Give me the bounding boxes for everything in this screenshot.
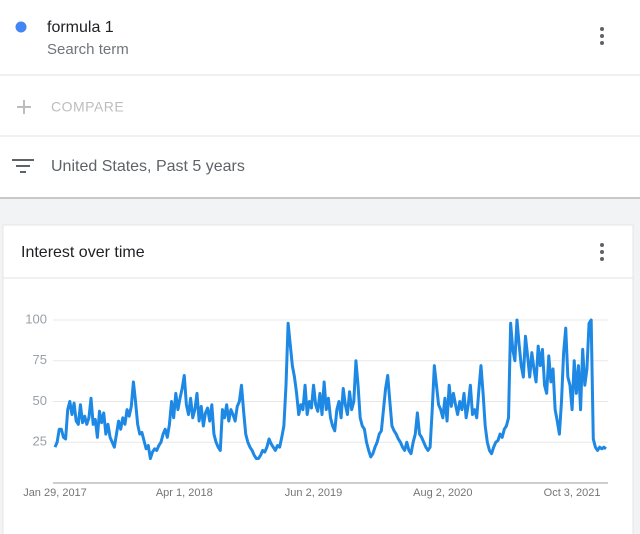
- filter-icon[interactable]: [12, 159, 34, 173]
- term-subtitle: Search term: [47, 41, 129, 58]
- filter-label[interactable]: United States, Past 5 years: [51, 158, 245, 175]
- chart-menu[interactable]: [600, 243, 604, 261]
- plot: 25 50 75 100 Jan 29, 2017 Apr 1, 2018 Jun 2, 2…: [23, 311, 608, 499]
- compare-plus[interactable]: [17, 100, 31, 114]
- y-tick-label: 100: [25, 311, 47, 326]
- y-tick-label: 75: [33, 352, 47, 367]
- compare-label[interactable]: COMPARE: [51, 99, 124, 115]
- x-tick-label: Jan 29, 2017: [23, 487, 87, 499]
- term-dot: [15, 21, 27, 33]
- chart-title: Interest over time: [21, 244, 145, 261]
- trend-line: [53, 318, 607, 461]
- y-tick-label: 25: [33, 434, 47, 449]
- x-tick-label: Apr 1, 2018: [156, 487, 213, 499]
- term-menu[interactable]: [600, 27, 604, 45]
- x-tick-label: Oct 3, 2021: [544, 487, 601, 499]
- term[interactable]: formula 1: [47, 19, 114, 36]
- query-panel: [0, 0, 640, 198]
- x-tick-label: Aug 2, 2020: [413, 487, 472, 499]
- y-tick-label: 50: [33, 393, 47, 408]
- x-tick-label: Jun 2, 2019: [285, 487, 343, 499]
